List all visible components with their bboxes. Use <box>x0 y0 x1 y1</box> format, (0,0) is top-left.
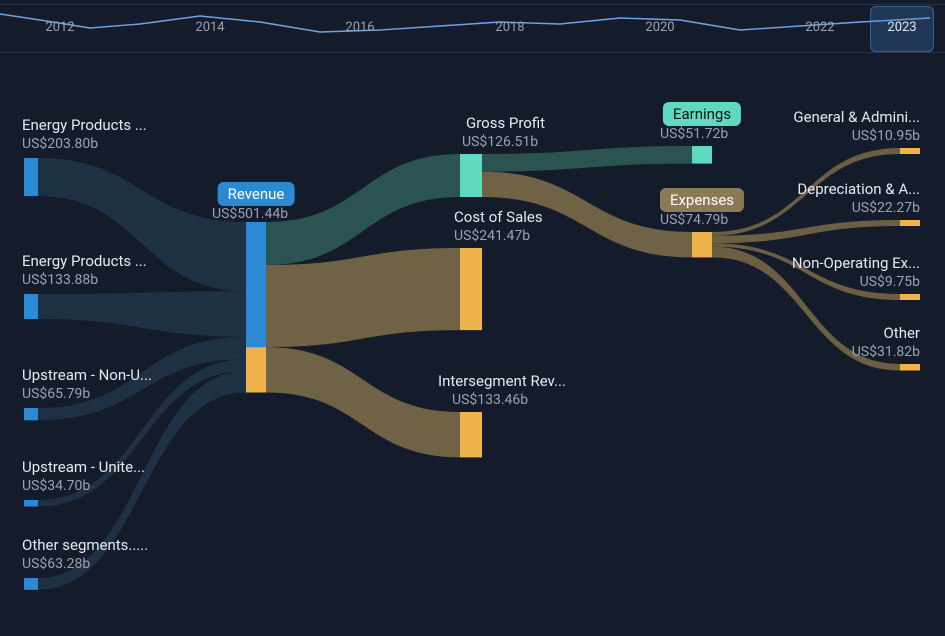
revenue-value: US$501.44b <box>212 206 288 222</box>
source-value: US$133.88b <box>22 272 98 288</box>
output-value: US$22.27b <box>770 200 920 216</box>
expenses-badge[interactable]: Expenses <box>660 188 744 212</box>
timeline-year[interactable]: 2020 <box>645 20 674 35</box>
source-value: US$34.70b <box>22 478 90 494</box>
source-label: Upstream - Unite... <box>22 458 145 477</box>
output-label: Depreciation & A... <box>770 180 920 199</box>
source-value: US$63.28b <box>22 556 90 572</box>
cost-value: US$241.47b <box>454 228 530 244</box>
timeline-year[interactable]: 2014 <box>195 20 224 35</box>
source-label: Energy Products ... <box>22 116 147 135</box>
intersegment-label: Intersegment Rev... <box>438 372 566 391</box>
timeline-year[interactable]: 2016 <box>345 20 374 35</box>
output-value: US$31.82b <box>770 344 920 360</box>
sankey-chart: Energy Products ...US$203.80bEnergy Prod… <box>0 60 945 620</box>
output-value: US$9.75b <box>770 274 920 290</box>
source-value: US$203.80b <box>22 136 98 152</box>
source-label: Other segments..... <box>22 536 148 555</box>
timeline-year[interactable]: 2022 <box>805 20 834 35</box>
timeline-year[interactable]: 2012 <box>45 20 74 35</box>
earnings-badge[interactable]: Earnings <box>663 102 741 126</box>
source-label: Energy Products ... <box>22 252 147 271</box>
cost-label: Cost of Sales <box>454 208 543 227</box>
source-value: US$65.79b <box>22 386 90 402</box>
output-label: General & Admini... <box>770 108 920 127</box>
output-value: US$10.95b <box>770 128 920 144</box>
expenses-value: US$74.79b <box>660 212 728 228</box>
timeline[interactable]: 2012 2014 2016 2018 2020 2022 2023 <box>0 0 945 60</box>
intersegment-value: US$133.46b <box>452 392 528 408</box>
output-label: Other <box>770 324 920 343</box>
gross-profit-value: US$126.51b <box>462 134 538 150</box>
gross-profit-label: Gross Profit <box>466 114 545 133</box>
output-label: Non-Operating Ex... <box>770 254 920 273</box>
timeline-year[interactable]: 2018 <box>495 20 524 35</box>
earnings-value: US$51.72b <box>660 126 728 142</box>
timeline-year[interactable]: 2023 <box>887 20 916 35</box>
revenue-badge[interactable]: Revenue <box>218 182 295 206</box>
source-label: Upstream - Non-U... <box>22 366 152 385</box>
timeline-sparkline <box>0 0 945 60</box>
